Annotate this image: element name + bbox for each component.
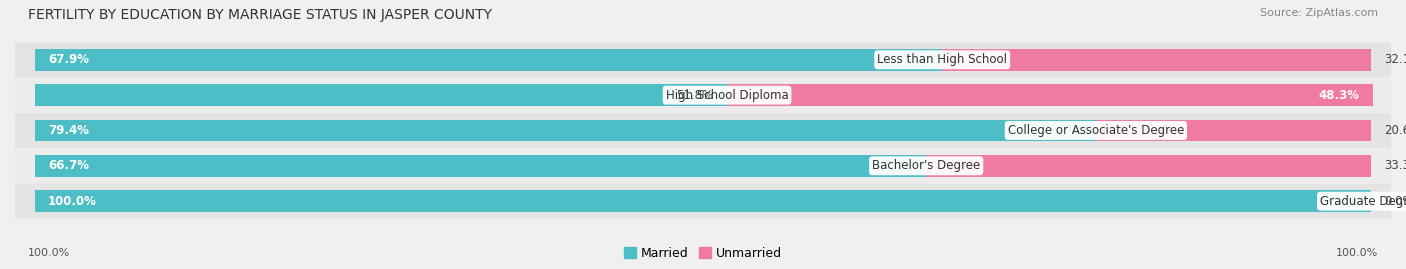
Bar	[942, 49, 1371, 71]
Text: FERTILITY BY EDUCATION BY MARRIAGE STATUS IN JASPER COUNTY: FERTILITY BY EDUCATION BY MARRIAGE STATU…	[28, 8, 492, 22]
Text: 51.8%: 51.8%	[676, 89, 714, 102]
Bar	[35, 84, 727, 106]
Text: 67.9%: 67.9%	[48, 53, 89, 66]
Text: Bachelor's Degree: Bachelor's Degree	[872, 159, 980, 172]
Text: Source: ZipAtlas.com: Source: ZipAtlas.com	[1260, 8, 1378, 18]
Text: 100.0%: 100.0%	[48, 195, 97, 208]
FancyBboxPatch shape	[14, 78, 1392, 113]
FancyBboxPatch shape	[14, 113, 1392, 148]
Text: 100.0%: 100.0%	[1336, 248, 1378, 258]
Bar	[35, 190, 1371, 212]
Text: 79.4%: 79.4%	[48, 124, 89, 137]
Text: High School Diploma: High School Diploma	[665, 89, 789, 102]
Bar	[35, 49, 942, 71]
Bar	[35, 119, 1095, 141]
Text: 20.6%: 20.6%	[1385, 124, 1406, 137]
Bar	[927, 155, 1371, 177]
Bar	[727, 84, 1372, 106]
Text: Less than High School: Less than High School	[877, 53, 1007, 66]
Bar	[1095, 119, 1371, 141]
Text: 100.0%: 100.0%	[28, 248, 70, 258]
Text: 66.7%: 66.7%	[48, 159, 89, 172]
Text: College or Associate's Degree: College or Associate's Degree	[1008, 124, 1184, 137]
Text: 33.3%: 33.3%	[1385, 159, 1406, 172]
FancyBboxPatch shape	[14, 184, 1392, 219]
Text: 32.1%: 32.1%	[1385, 53, 1406, 66]
FancyBboxPatch shape	[14, 148, 1392, 183]
FancyBboxPatch shape	[14, 42, 1392, 77]
Text: 48.3%: 48.3%	[1319, 89, 1360, 102]
Bar	[35, 155, 927, 177]
Text: Graduate Degree: Graduate Degree	[1320, 195, 1406, 208]
Text: 0.0%: 0.0%	[1385, 195, 1406, 208]
Legend: Married, Unmarried: Married, Unmarried	[619, 242, 787, 265]
